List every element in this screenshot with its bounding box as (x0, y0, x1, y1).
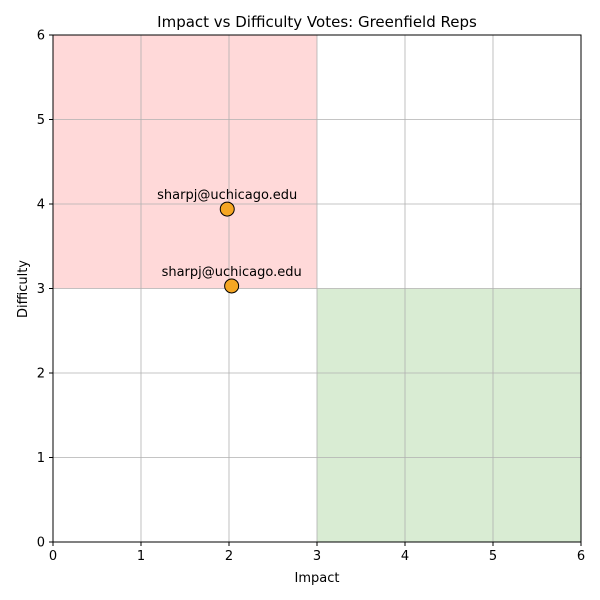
x-tick-label: 4 (401, 549, 409, 564)
quadrant-region-0 (53, 35, 317, 289)
x-tick-label: 1 (137, 549, 145, 564)
x-tick-label: 6 (577, 549, 585, 564)
x-tick-label: 5 (489, 549, 497, 564)
y-tick-label: 1 (37, 451, 45, 466)
quadrant-regions (53, 35, 581, 542)
point-label: sharpj@uchicago.edu (162, 265, 302, 280)
axis-ticks: 0 1 2 3 4 5 6 0 1 2 3 4 5 6 (37, 29, 585, 565)
x-axis-label: Impact (295, 571, 340, 586)
scatter-point (219, 201, 235, 217)
data-points: sharpj@uchicago.edu sharpj@uchicago.edu (157, 188, 302, 294)
x-tick-label: 3 (313, 549, 321, 564)
y-tick-label: 6 (37, 29, 45, 44)
y-axis-label: Difficulty (16, 260, 31, 318)
y-tick-label: 4 (37, 198, 45, 213)
y-tick-label: 0 (37, 536, 45, 551)
y-tick-label: 2 (37, 367, 45, 382)
point-label: sharpj@uchicago.edu (157, 188, 297, 203)
y-tick-label: 3 (37, 282, 45, 297)
plot-frame (52, 34, 582, 543)
x-tick-label: 2 (225, 549, 233, 564)
y-tick-label: 5 (37, 113, 45, 128)
chart-title: Impact vs Difficulty Votes: Greenfield R… (157, 13, 477, 31)
x-tick-label: 0 (49, 549, 57, 564)
quadrant-region-1 (317, 288, 581, 542)
scatter-point (224, 278, 240, 294)
